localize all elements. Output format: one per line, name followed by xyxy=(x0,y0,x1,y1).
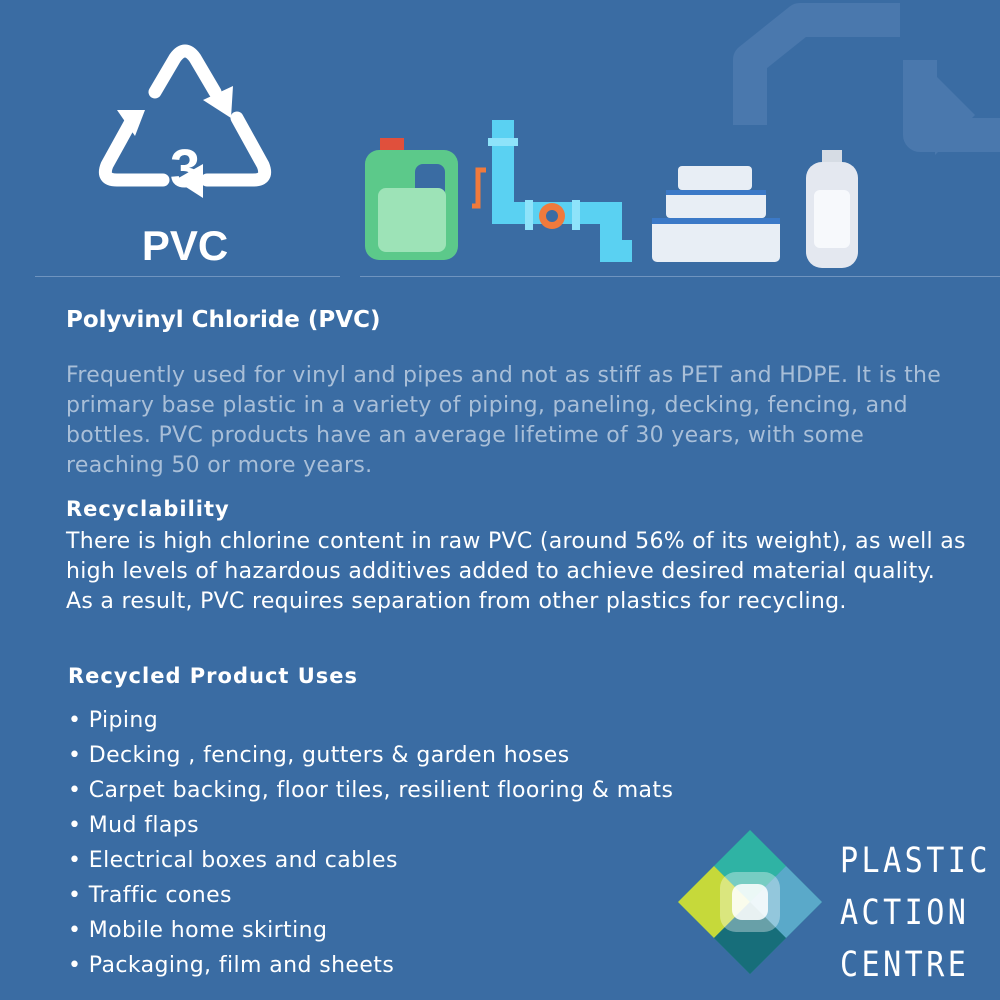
list-item: Decking , fencing, gutters & garden hose… xyxy=(68,738,673,773)
page-title: Polyvinyl Chloride (PVC) xyxy=(66,307,381,333)
list-item: Carpet backing, floor tiles, resilient f… xyxy=(68,773,673,808)
background-recycle-arrows-icon xyxy=(733,3,1000,155)
divider-left xyxy=(35,276,340,277)
brand-line: ACTION xyxy=(840,893,970,933)
list-item: Piping xyxy=(68,703,673,738)
list-item: Electrical boxes and cables xyxy=(68,843,673,878)
description: Frequently used for vinyl and pipes and … xyxy=(66,363,942,478)
brand-wordmark: PLASTIC ACTION CENTRE xyxy=(840,835,991,991)
list-item: Traffic cones xyxy=(68,878,673,913)
detergent-jug-icon xyxy=(365,138,458,260)
recycled-uses-list: Piping Decking , fencing, gutters & gard… xyxy=(68,703,673,983)
plastic-action-centre-logo-icon xyxy=(678,830,822,974)
brand-line: PLASTIC xyxy=(840,841,991,881)
recyclability-heading: Recyclability xyxy=(66,497,230,521)
recycled-uses-heading: Recycled Product Uses xyxy=(68,664,359,688)
list-item: Mud flaps xyxy=(68,808,673,843)
list-item: Mobile home skirting xyxy=(68,913,673,948)
plastic-bottle-icon xyxy=(806,150,858,268)
stacked-containers-icon xyxy=(652,166,780,262)
product-illustrations xyxy=(365,120,858,268)
recycle-triangle-icon xyxy=(98,44,272,198)
brand-line: CENTRE xyxy=(840,945,970,985)
resin-code-3-icon: 3 xyxy=(95,40,275,215)
recyclability-body: There is high chlorine content in raw PV… xyxy=(66,529,966,614)
pipe-valve-icon xyxy=(472,120,632,262)
divider-right xyxy=(360,276,1000,277)
list-item: Packaging, film and sheets xyxy=(68,948,673,983)
resin-code-label: PVC xyxy=(141,222,229,269)
resin-number: 3 xyxy=(169,139,201,199)
